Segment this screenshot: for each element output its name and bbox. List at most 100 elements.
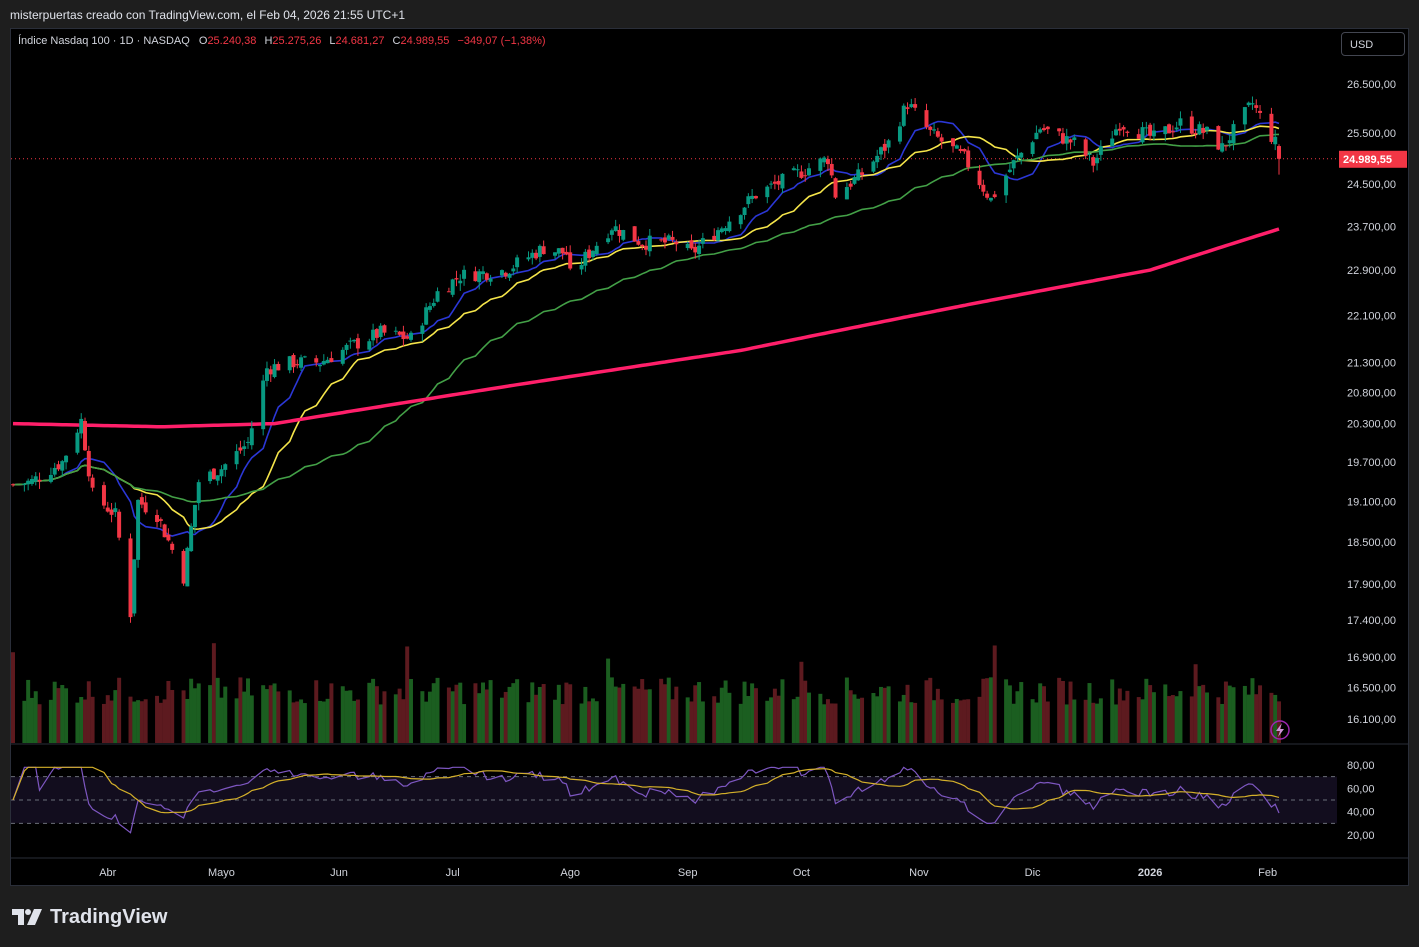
volume-bar	[1011, 703, 1016, 743]
volume-bar	[1136, 697, 1141, 743]
rsi-ma-line	[12, 766, 1280, 814]
symbol-title[interactable]: Índice Nasdaq 100 · 1D · NASDAQ	[18, 35, 190, 47]
volume-bar	[882, 687, 887, 743]
candle-body	[1117, 128, 1122, 131]
tradingview-logo[interactable]: TradingView	[12, 905, 167, 929]
candle-body	[83, 420, 88, 451]
candle-body	[1144, 127, 1149, 129]
candle-body	[697, 245, 702, 254]
candle-body	[530, 252, 535, 258]
candle-body	[905, 107, 910, 109]
candle-body	[818, 158, 823, 171]
volume-bar	[128, 696, 133, 743]
volume-bar	[299, 699, 304, 743]
candle-body	[594, 245, 599, 255]
candle-body	[90, 477, 95, 488]
candle-body	[1148, 124, 1153, 136]
candle-body	[158, 519, 163, 521]
price-tick-label: 18.500,00	[1347, 537, 1396, 549]
volume-bar	[1220, 703, 1225, 743]
candle-body	[985, 193, 990, 198]
volume-bar	[795, 696, 800, 743]
volume-bar	[534, 694, 539, 743]
candle-body	[208, 471, 213, 482]
candle-body	[367, 341, 372, 350]
volume-bar	[219, 697, 224, 743]
volume-bar	[56, 688, 61, 743]
candle-body	[318, 364, 323, 367]
candle-body	[939, 137, 944, 142]
candle-body	[871, 161, 876, 172]
volume-bar	[427, 691, 432, 743]
candle-body	[640, 244, 645, 247]
volume-bar	[844, 677, 849, 743]
candle-body	[875, 155, 880, 163]
volume-bar	[409, 679, 413, 743]
time-tick-label: Ago	[560, 867, 580, 879]
candle-body	[264, 368, 269, 381]
low-value: 24.681,27	[335, 35, 385, 47]
candle-body	[321, 361, 326, 365]
volume-bar	[689, 701, 694, 743]
volume-bar	[803, 680, 808, 743]
volume-bar	[420, 691, 425, 743]
volume-bar	[879, 686, 883, 743]
price-chart[interactable]: 26.500,00 25.500,00 24.500,00 23.700,00 22.9…	[11, 29, 1408, 885]
change-value: −349,07 (−1,38%)	[457, 35, 546, 47]
volume-bar	[587, 701, 592, 743]
volume-bar	[1114, 704, 1118, 743]
candle-body	[1269, 113, 1274, 142]
price-tick-label: 17.900,00	[1347, 579, 1396, 591]
candle-body	[136, 499, 141, 560]
volume-bar	[302, 703, 307, 743]
candle-body	[488, 278, 493, 282]
volume-bar	[196, 683, 201, 743]
last-price-label: 24.989,55	[1343, 154, 1392, 166]
volume-bar	[1110, 679, 1115, 743]
volume-bar	[1140, 699, 1145, 743]
price-tick-label: 19.700,00	[1347, 457, 1396, 469]
candle-body	[924, 110, 929, 128]
volume-bar	[238, 677, 243, 743]
candle-body	[378, 325, 383, 338]
candle-body	[162, 524, 167, 538]
price-tick-label: 16.900,00	[1347, 652, 1396, 664]
moving-average-line	[12, 120, 1280, 537]
candle-body	[113, 508, 118, 513]
time-tick-label: Abr	[99, 867, 116, 879]
volume-bar	[1095, 703, 1100, 743]
volume-bar	[1117, 688, 1122, 743]
candle-body	[458, 280, 463, 284]
volume-bar	[261, 685, 266, 743]
volume-bar	[977, 696, 982, 743]
volume-bar	[742, 681, 747, 743]
candle-body	[719, 228, 724, 233]
volume-bar	[355, 699, 360, 743]
candle-body	[1038, 129, 1043, 133]
candle-body	[537, 245, 542, 257]
lightning-icon	[1270, 720, 1290, 740]
volume-bar	[1068, 681, 1073, 743]
candle-body	[632, 226, 637, 242]
candle-body	[909, 104, 914, 108]
candle-series	[11, 96, 1281, 623]
candle-body	[670, 236, 675, 240]
volume-bar	[462, 704, 467, 743]
high-label: H	[264, 35, 273, 47]
volume-bar	[1216, 697, 1221, 743]
candle-body	[1258, 110, 1263, 113]
volume-bar	[1277, 701, 1281, 743]
candle-body	[685, 243, 690, 249]
volume-bar	[1015, 691, 1020, 743]
volume-bar	[329, 683, 334, 743]
candle-body	[1095, 157, 1100, 164]
currency-button[interactable]: USD	[1341, 32, 1405, 56]
chart-frame[interactable]: 26.500,00 25.500,00 24.500,00 23.700,00 22.9…	[10, 28, 1409, 886]
volume-bar	[765, 700, 770, 743]
rsi-line	[12, 766, 1280, 834]
candle-body	[716, 230, 721, 241]
candle-body	[374, 329, 379, 338]
volume-bar	[26, 679, 31, 743]
volume-bar	[1064, 704, 1069, 743]
candle-body	[1254, 105, 1259, 108]
